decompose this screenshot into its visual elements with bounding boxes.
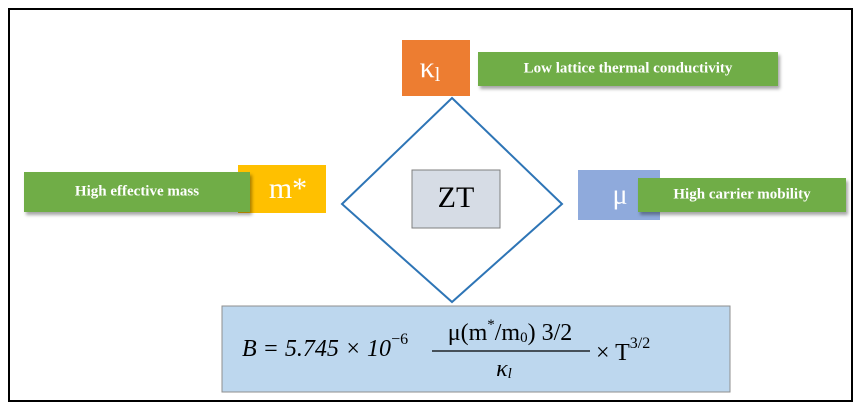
frame [8,8,853,402]
mass-symbol: m* [269,172,307,205]
formula-denominator: κl [496,356,512,383]
kappa-symbol: κl [420,51,441,86]
formula-numerator: μ(m*/m0) 3/2 [448,317,573,346]
text-part: B = 5.745 × 10 [242,336,391,362]
zt-box [411,169,501,229]
text-part: κ [420,51,435,84]
text-part: 0 [520,330,528,346]
text-part: −6 [391,331,408,348]
text-part: μ(m [448,320,488,346]
text-part: 3/2 [630,335,650,352]
kappa-box [402,40,470,96]
text-part: l [508,366,512,382]
text-part: κ [496,356,508,382]
mobility-symbol: μ [612,179,627,210]
mobility-label: High carrier mobility [673,186,811,202]
text-part: /m [495,320,521,346]
kappa-label-box [478,52,778,86]
mass-box [238,165,326,213]
text-part: × T [596,340,630,366]
formula-box [221,305,731,393]
text-part: l [435,64,441,86]
text-part: ) 3/2 [528,320,573,346]
kappa-label: Low lattice thermal conductivity [524,60,733,76]
formula-lead: B = 5.745 × 10−6 [242,331,408,362]
mass-label-box [24,172,250,212]
text-part: * [487,317,495,333]
mass-label: High effective mass [75,183,199,199]
formula-tail: × T3/2 [596,335,650,366]
mobility-label-box [638,178,846,212]
zt-text: ZT [438,181,475,214]
